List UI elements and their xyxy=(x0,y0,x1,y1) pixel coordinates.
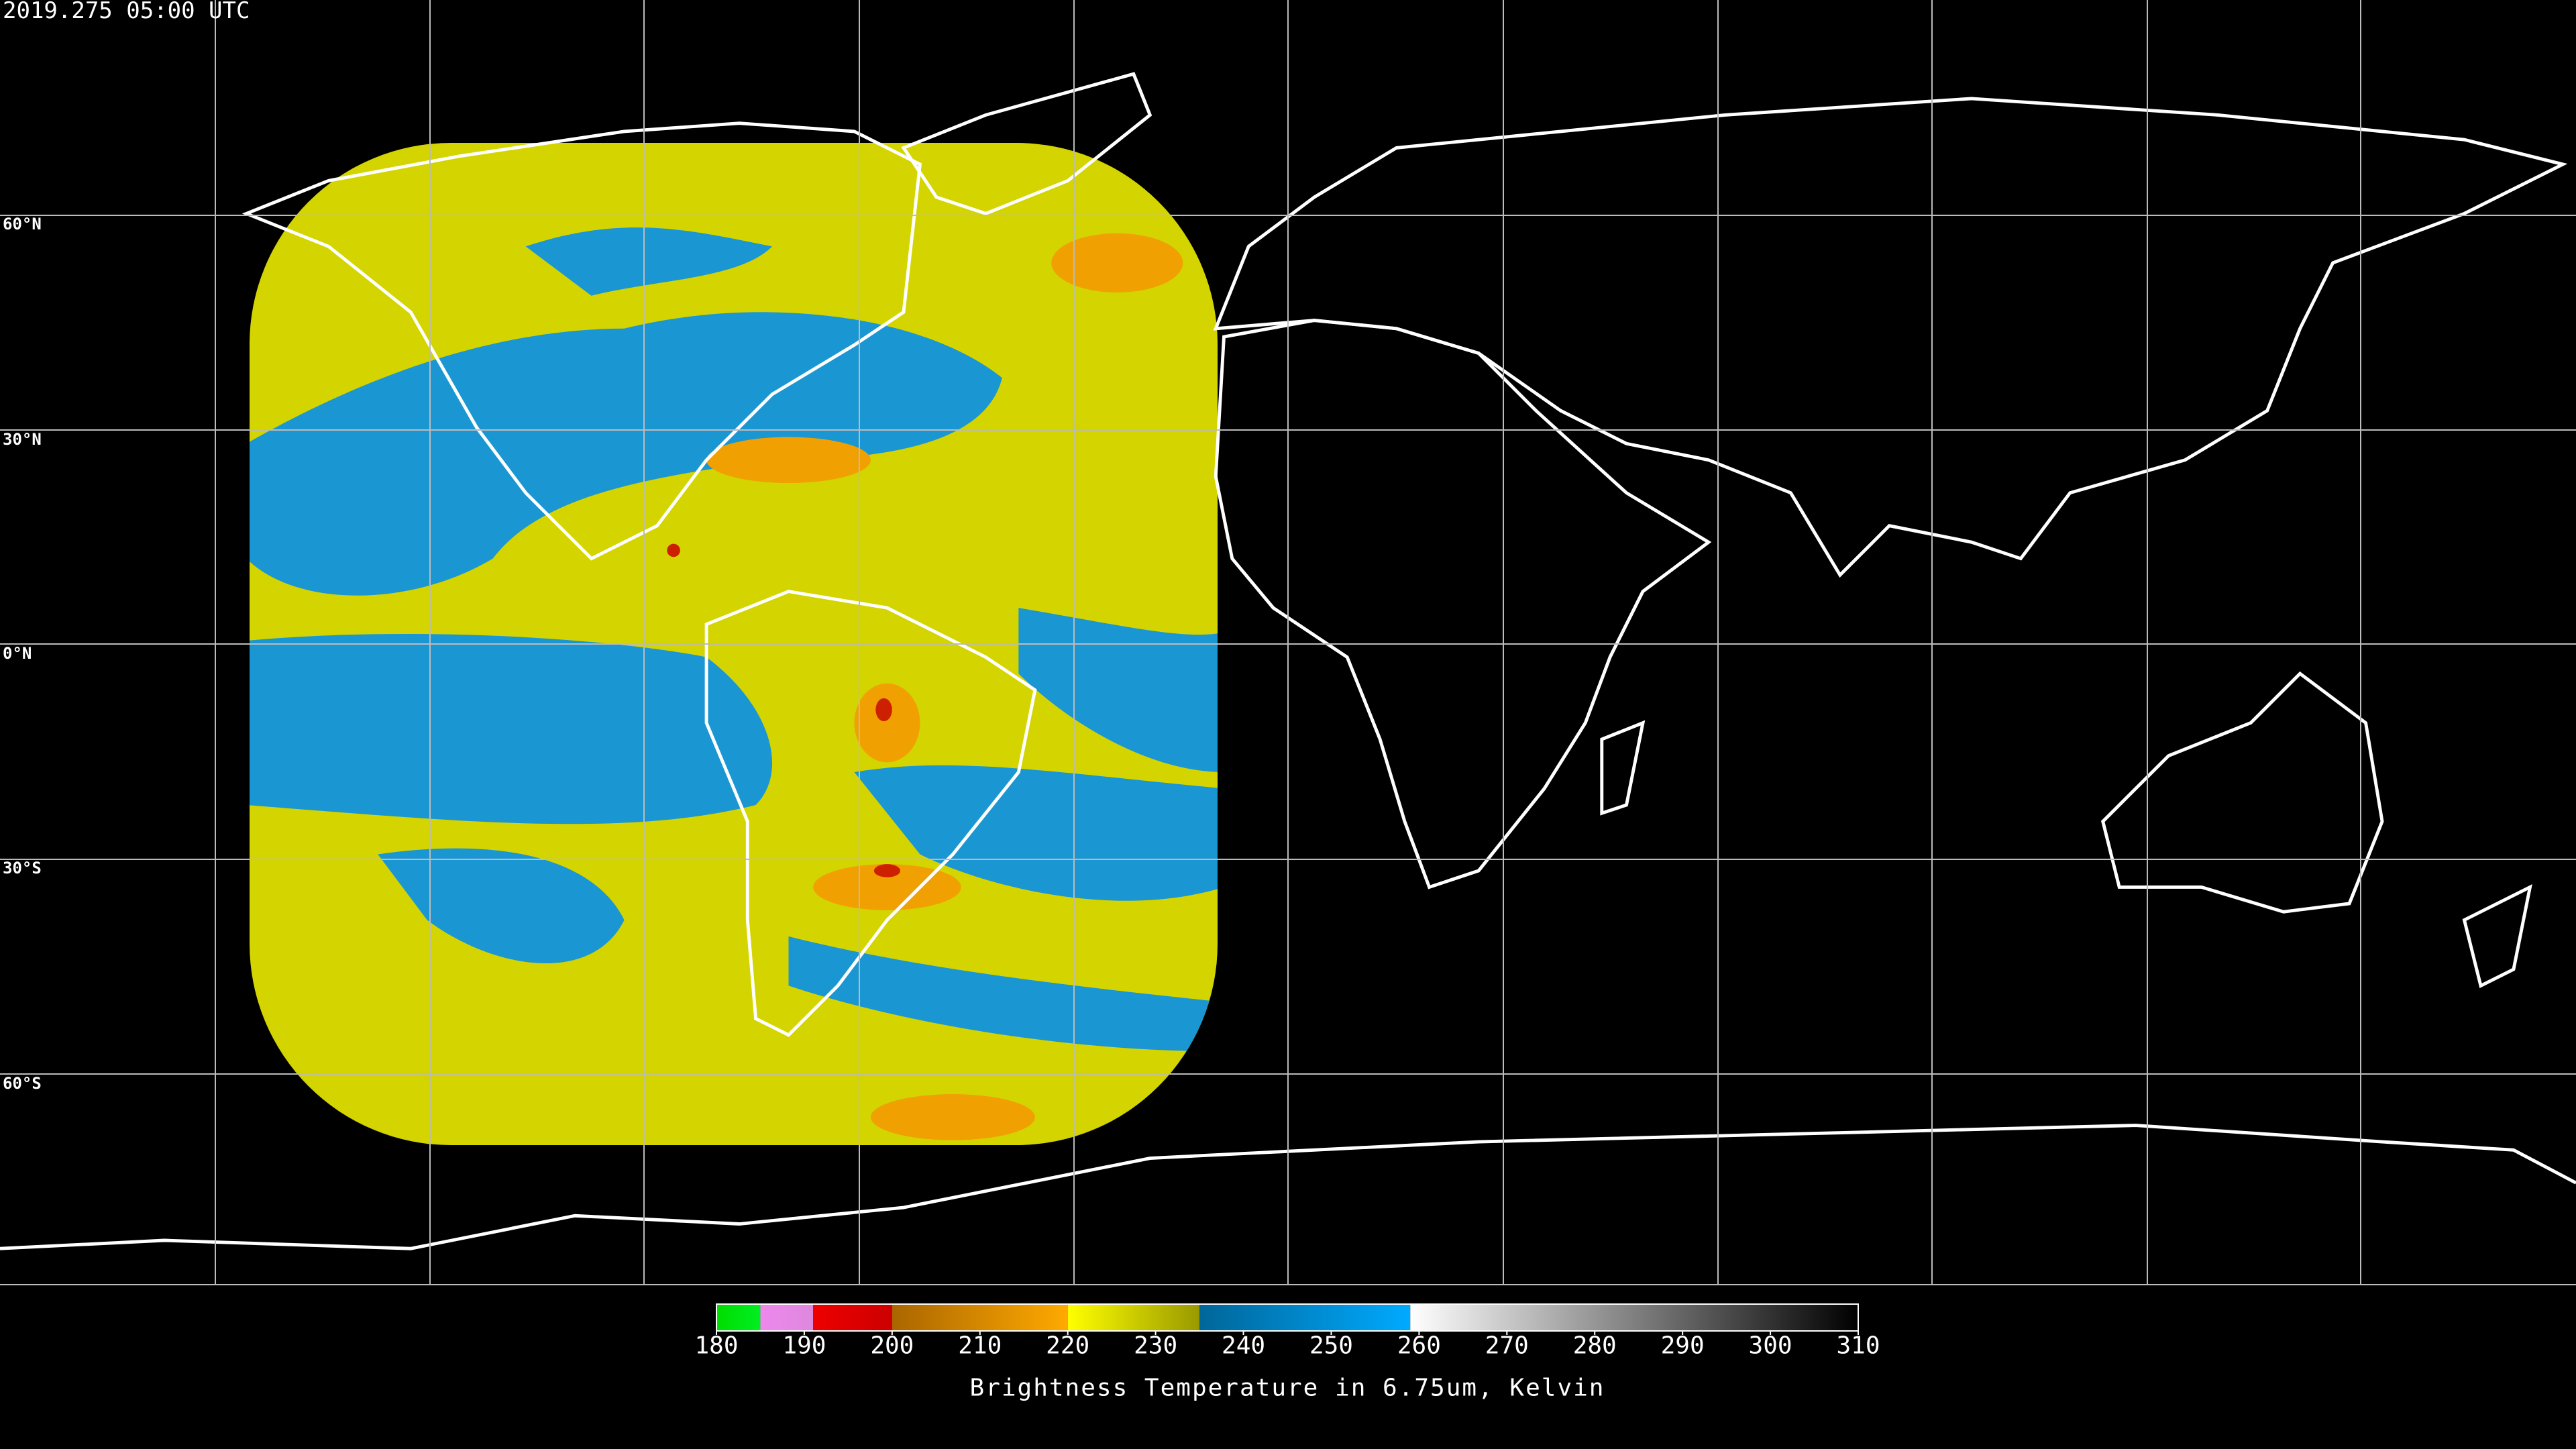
colorbar-tick-label: 190 xyxy=(782,1332,826,1360)
colorbar-tick-label: 200 xyxy=(870,1332,914,1360)
colorbar-tick-label: 250 xyxy=(1309,1332,1353,1360)
colorbar-segment xyxy=(760,1304,814,1331)
colorbar-tick-label: 300 xyxy=(1749,1332,1792,1360)
colorbar-tick-label: 270 xyxy=(1485,1332,1529,1360)
colorbar-segment xyxy=(892,1304,1068,1331)
colorbar-tick-label: 210 xyxy=(958,1332,1002,1360)
colorbar-tick-label: 310 xyxy=(1836,1332,1880,1360)
colorbar-tick-label: 280 xyxy=(1573,1332,1617,1360)
colorbar-tick-label: 220 xyxy=(1046,1332,1089,1360)
colorbar-segment xyxy=(813,1304,892,1331)
graticule xyxy=(0,0,2576,1285)
colorbar-tick-label: 180 xyxy=(694,1332,738,1360)
colorbar-tick-label: 230 xyxy=(1134,1332,1177,1360)
latitude-label: 60°S xyxy=(3,1074,42,1093)
colorbar-title: Brightness Temperature in 6.75um, Kelvin xyxy=(970,1375,1605,1402)
colorbar: 180 190 200 210 220 230 240 250 260 270 280 290 300 3… xyxy=(694,1303,1880,1360)
colorbar-tick-label: 240 xyxy=(1222,1332,1265,1360)
latitude-label: 0°N xyxy=(3,644,32,663)
latitude-label: 60°N xyxy=(3,215,42,233)
colorbar-segment xyxy=(1067,1304,1200,1331)
latitude-label: 30°S xyxy=(3,859,42,877)
colorbar-frame xyxy=(716,1303,1859,1332)
latitude-label: 30°N xyxy=(3,430,42,449)
colorbar-tick-label: 260 xyxy=(1397,1332,1441,1360)
timestamp: 2019.275 05:00 UTC xyxy=(3,0,250,24)
colorbar-tick-label: 290 xyxy=(1661,1332,1705,1360)
coastlines xyxy=(0,72,2576,1250)
colorbar-segment xyxy=(1199,1304,1411,1331)
colorbar-segment xyxy=(1410,1304,1858,1331)
colorbar-segment xyxy=(716,1304,761,1331)
